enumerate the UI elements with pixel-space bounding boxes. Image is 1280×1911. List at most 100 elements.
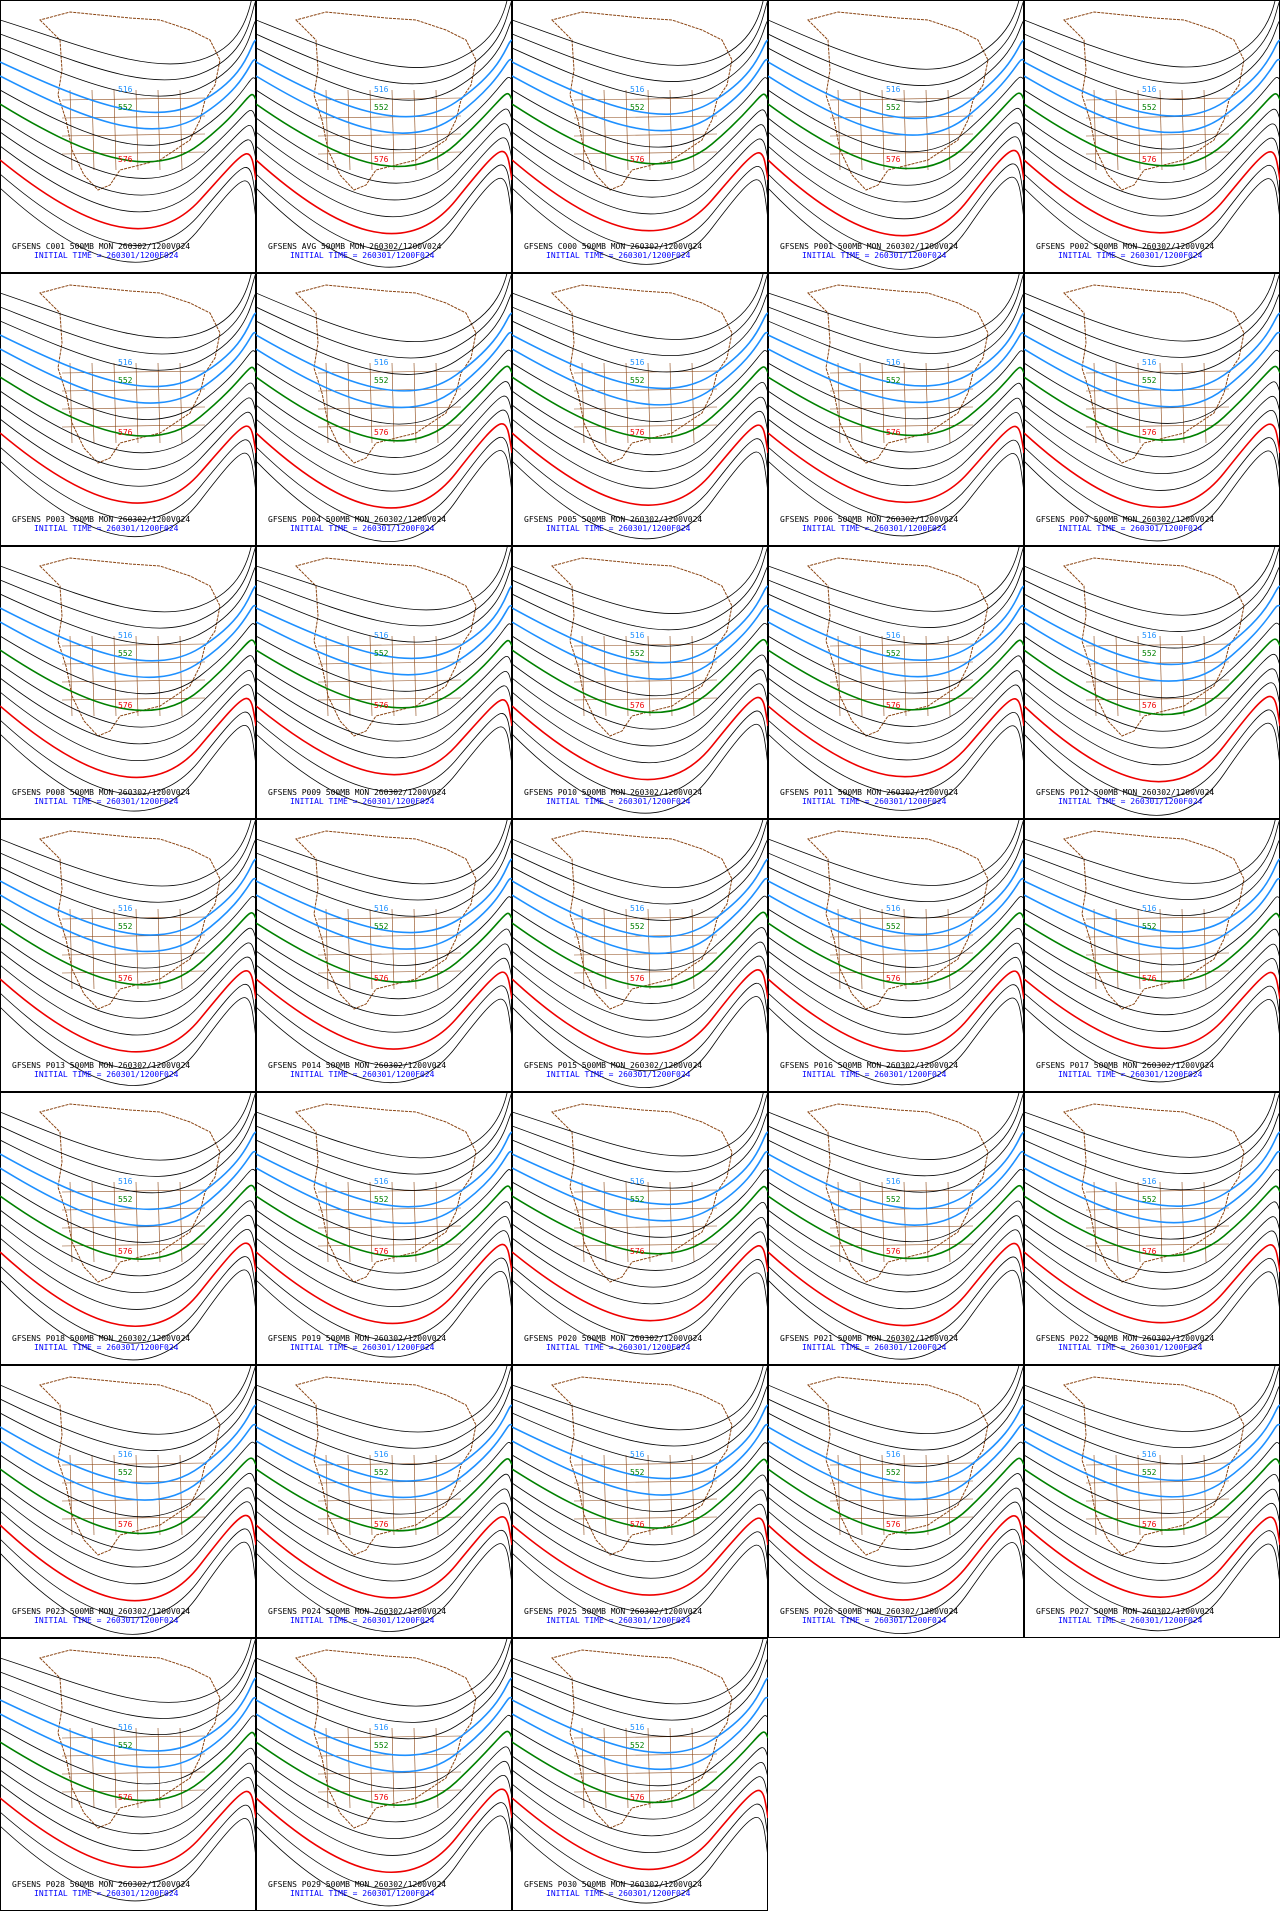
state-border: [1181, 362, 1185, 444]
panel-title: GFSENS P028 500MB MON 260302/1200V024: [12, 1880, 190, 1889]
panel-title: GFSENS P011 500MB MON 260302/1200V024: [780, 788, 958, 797]
contour-label: 576: [374, 1520, 389, 1529]
state-border: [1093, 635, 1097, 717]
contour: [256, 1423, 512, 1499]
coastline: [1063, 1376, 1245, 1556]
state-border: [837, 635, 841, 717]
contour: [768, 984, 1024, 1069]
state-border: [925, 1181, 929, 1263]
contour: [0, 124, 256, 196]
panel-title: GFSENS P024 500MB MON 260302/1200V024: [268, 1607, 446, 1616]
contour: [512, 1789, 768, 1871]
contour-label: 552: [1142, 922, 1157, 931]
panel-title: GFSENS P020 500MB MON 260302/1200V024: [524, 1334, 702, 1343]
contour: [512, 955, 768, 1038]
contour: [1024, 410, 1280, 491]
state-border: [925, 89, 929, 171]
contour: [256, 1515, 512, 1599]
contour: [0, 1384, 256, 1468]
contour: [256, 1746, 512, 1823]
state-border: [317, 115, 462, 119]
state-border: [391, 635, 395, 717]
contour: [768, 912, 1024, 985]
contour: [768, 604, 1024, 678]
contour: [1024, 437, 1280, 525]
contour-label: 552: [886, 103, 901, 112]
contour: [1024, 0, 1280, 84]
state-border: [391, 89, 395, 171]
contour-label: 576: [1142, 1520, 1157, 1529]
contour: [512, 877, 768, 955]
contour: [256, 1473, 512, 1548]
contour: [512, 1696, 768, 1771]
panel-border: [512, 1638, 768, 1911]
contour: [256, 1092, 508, 1159]
contour: [0, 997, 256, 1086]
contour: [256, 1230, 512, 1308]
contour: [0, 669, 256, 745]
contour: [512, 969, 768, 1055]
contour-label: 552: [374, 376, 389, 385]
contour: [0, 1131, 256, 1211]
contour: [512, 179, 768, 265]
contour: [768, 292, 1024, 371]
contour: [0, 1200, 256, 1277]
state-border: [1159, 1454, 1163, 1536]
contour: [0, 331, 256, 404]
contour-label: 576: [118, 428, 133, 437]
contour: [768, 838, 1024, 919]
contour-label: 552: [1142, 1468, 1157, 1477]
contour-label: 552: [886, 1195, 901, 1204]
contour: [256, 998, 512, 1083]
contour: [512, 1092, 768, 1173]
state-border: [1085, 370, 1230, 374]
contour: [256, 1185, 512, 1258]
coastline: [807, 284, 989, 464]
contour: [768, 439, 1024, 520]
coastline: [295, 1376, 477, 1556]
contour-label: 576: [1142, 155, 1157, 164]
contour: [256, 1815, 512, 1907]
contour: [768, 1423, 1024, 1501]
contour: [0, 655, 256, 728]
contour-label: 552: [118, 1195, 133, 1204]
panel-title: GFSENS P003 500MB MON 260302/1200V024: [12, 515, 190, 524]
state-border: [179, 362, 183, 444]
contour: [512, 565, 768, 647]
contour: [768, 546, 1020, 612]
contour: [256, 858, 512, 934]
contour: [768, 1150, 1024, 1227]
state-border: [837, 362, 841, 444]
contour: [1024, 546, 1280, 632]
contour: [768, 58, 1024, 136]
state-border: [647, 908, 651, 990]
contour: [768, 1473, 1024, 1550]
contour: [768, 1441, 1024, 1517]
coastline: [295, 1103, 477, 1283]
contour: [768, 176, 1024, 270]
contour: [0, 1762, 256, 1835]
contour-label: 576: [630, 428, 645, 437]
init-time: INITIAL TIME = 260301/1200F024: [802, 524, 947, 533]
state-border: [581, 908, 585, 990]
panel-title: GFSENS P015 500MB MON 260302/1200V024: [524, 1061, 702, 1070]
contour: [512, 1442, 768, 1512]
contour: [256, 436, 512, 526]
contour: [0, 546, 256, 629]
state-border: [61, 115, 206, 119]
contour: [0, 350, 256, 420]
contour: [1024, 653, 1280, 732]
contour: [768, 819, 1020, 886]
state-border: [829, 151, 974, 155]
map-panel: 516 552 576 GFSENS P030 500MB MON 260302/12…: [512, 1638, 768, 1911]
coastline: [807, 830, 989, 1010]
state-border: [903, 1181, 907, 1263]
contour: [0, 838, 256, 919]
contour: [768, 1515, 1024, 1601]
contour: [0, 1790, 256, 1869]
state-border: [435, 908, 439, 990]
init-time: INITIAL TIME = 260301/1200F024: [546, 1070, 691, 1079]
contour: [256, 1677, 512, 1757]
state-border: [113, 89, 117, 171]
